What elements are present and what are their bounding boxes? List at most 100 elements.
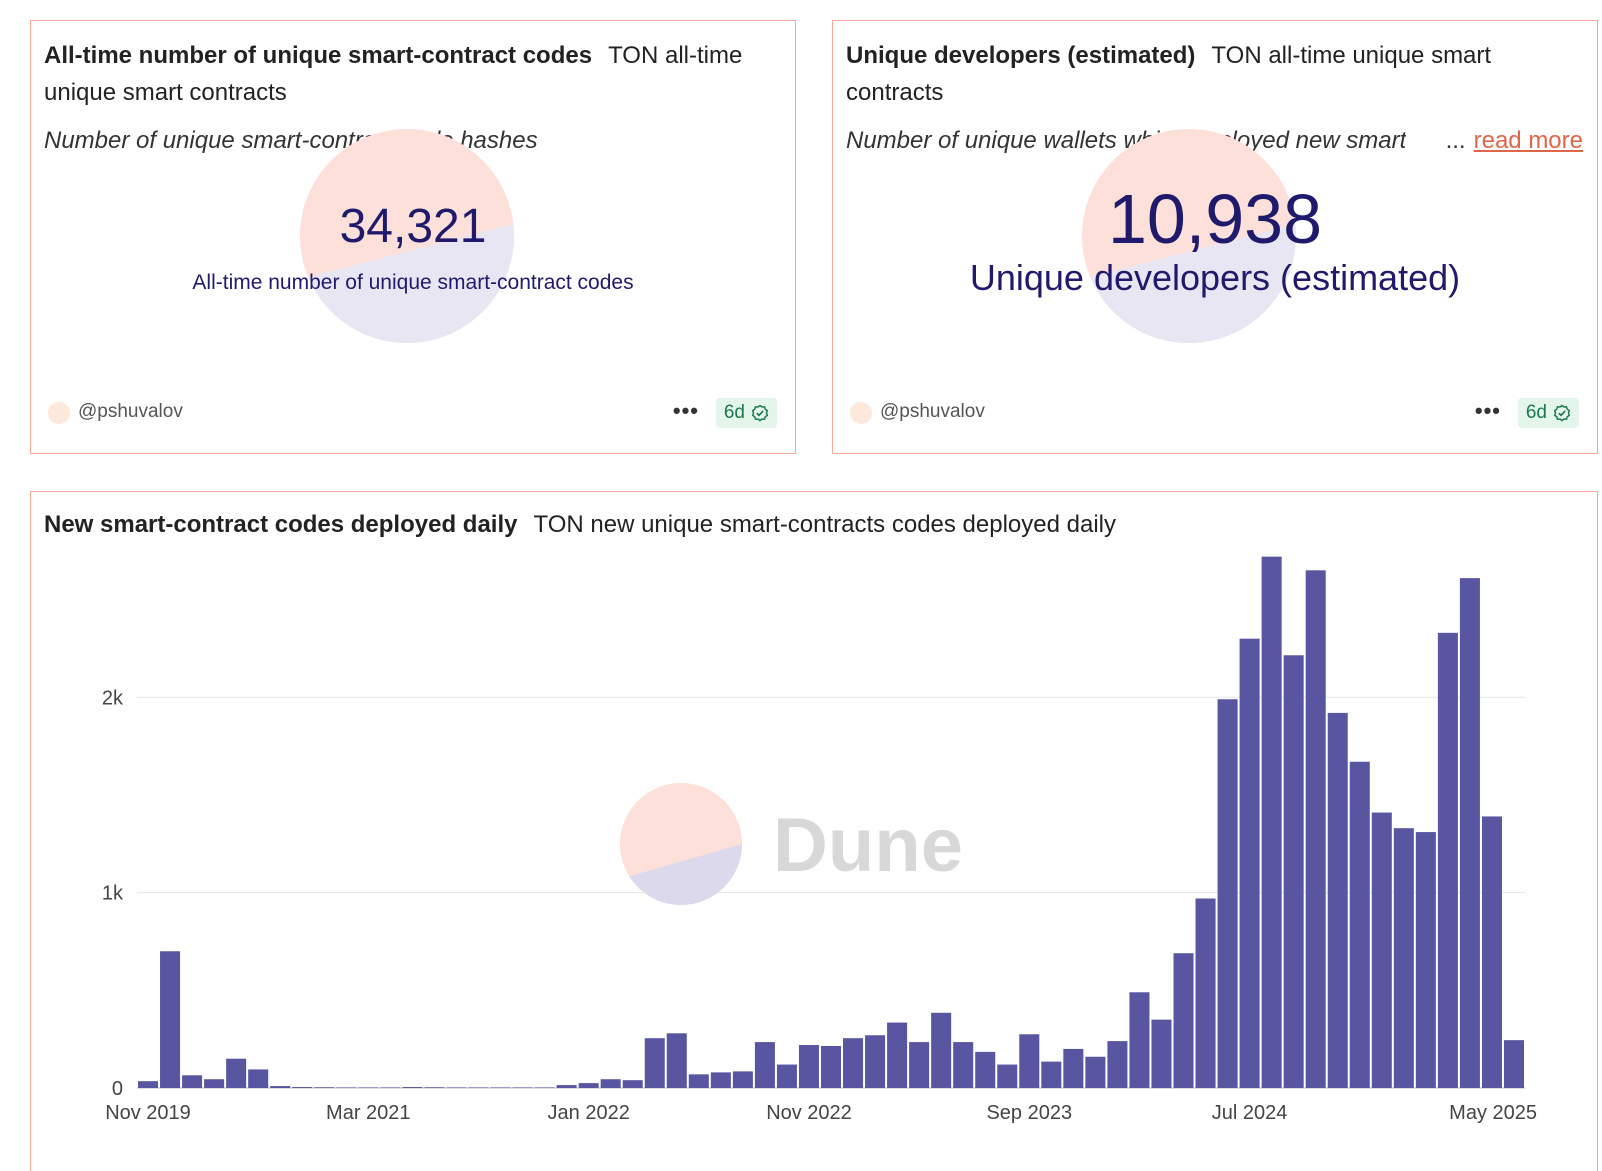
bar[interactable] bbox=[556, 1085, 577, 1088]
bar[interactable] bbox=[732, 1071, 753, 1088]
read-more-link[interactable]: ... read more bbox=[1441, 126, 1583, 156]
x-tick-label: Jan 2022 bbox=[548, 1102, 630, 1124]
avatar[interactable] bbox=[850, 402, 872, 424]
read-more-label[interactable]: read more bbox=[1473, 127, 1583, 154]
bar[interactable] bbox=[446, 1087, 467, 1088]
bar[interactable] bbox=[1437, 632, 1458, 1088]
bar[interactable] bbox=[578, 1083, 599, 1088]
card-title[interactable]: Unique developers (estimated) bbox=[846, 42, 1196, 69]
more-options-icon[interactable]: ••• bbox=[672, 398, 699, 423]
bar[interactable] bbox=[1393, 828, 1414, 1088]
bar[interactable] bbox=[1503, 1040, 1524, 1088]
card-title[interactable]: New smart-contract codes deployed daily bbox=[44, 511, 518, 538]
chart-card-daily-codes: New smart-contract codes deployed daily T… bbox=[30, 491, 1598, 1171]
bar[interactable] bbox=[1261, 556, 1282, 1088]
bar[interactable] bbox=[270, 1086, 291, 1088]
bar[interactable] bbox=[865, 1035, 886, 1088]
bar[interactable] bbox=[1349, 761, 1370, 1088]
age-text: 6d bbox=[1525, 402, 1547, 423]
bar[interactable] bbox=[204, 1079, 225, 1088]
bar[interactable] bbox=[1041, 1061, 1062, 1088]
bar[interactable] bbox=[292, 1087, 313, 1088]
bar[interactable] bbox=[909, 1042, 930, 1088]
bar[interactable] bbox=[1283, 655, 1304, 1088]
bar[interactable] bbox=[644, 1038, 665, 1088]
bar[interactable] bbox=[975, 1051, 996, 1088]
bar[interactable] bbox=[1151, 1019, 1172, 1089]
bar[interactable] bbox=[1173, 953, 1194, 1088]
bar[interactable] bbox=[1063, 1048, 1084, 1088]
x-tick-label: Nov 2019 bbox=[105, 1102, 191, 1124]
bar[interactable] bbox=[887, 1022, 908, 1088]
card-header: New smart-contract codes deployed daily T… bbox=[44, 506, 1583, 543]
bar[interactable] bbox=[666, 1033, 687, 1088]
bar[interactable] bbox=[1415, 832, 1436, 1088]
bar[interactable] bbox=[512, 1087, 533, 1088]
owner-link[interactable]: @pshuvalov bbox=[78, 401, 183, 422]
bar[interactable] bbox=[710, 1072, 731, 1088]
bar[interactable] bbox=[754, 1042, 775, 1088]
bar[interactable] bbox=[182, 1075, 203, 1088]
card-footer: @pshuvalov ••• 6d bbox=[850, 398, 1579, 430]
freshness-badge[interactable]: 6d bbox=[1517, 398, 1579, 428]
bar[interactable] bbox=[534, 1087, 555, 1088]
bar[interactable] bbox=[843, 1038, 864, 1088]
bar[interactable] bbox=[1481, 816, 1502, 1088]
verified-check-icon bbox=[751, 404, 769, 422]
dune-logo-icon bbox=[300, 129, 514, 343]
bar[interactable] bbox=[1085, 1056, 1106, 1088]
bar[interactable] bbox=[776, 1064, 797, 1088]
bar[interactable] bbox=[380, 1087, 401, 1088]
bar[interactable] bbox=[688, 1074, 709, 1088]
card-title[interactable]: All-time number of unique smart-contract… bbox=[44, 42, 593, 69]
age-text: 6d bbox=[723, 402, 745, 423]
more-options-icon[interactable]: ••• bbox=[1474, 398, 1501, 423]
owner-link[interactable]: @pshuvalov bbox=[880, 401, 985, 422]
counter-label: Unique developers (estimated) bbox=[969, 257, 1461, 298]
bar[interactable] bbox=[931, 1012, 952, 1088]
bar[interactable] bbox=[402, 1087, 423, 1088]
bar[interactable] bbox=[248, 1069, 269, 1088]
bar[interactable] bbox=[336, 1087, 357, 1088]
counter-card-unique-developers: Unique developers (estimated) TON all-tim… bbox=[832, 20, 1598, 454]
x-tick-label: Mar 2021 bbox=[326, 1102, 411, 1124]
bar[interactable] bbox=[1129, 992, 1150, 1088]
bar[interactable] bbox=[798, 1045, 819, 1088]
verified-check-icon bbox=[1553, 404, 1571, 422]
bar[interactable] bbox=[1305, 570, 1326, 1088]
card-footer: @pshuvalov ••• 6d bbox=[48, 398, 777, 430]
bar[interactable] bbox=[468, 1087, 489, 1088]
bar[interactable] bbox=[314, 1087, 335, 1088]
freshness-badge[interactable]: 6d bbox=[715, 398, 777, 428]
bar[interactable] bbox=[138, 1081, 159, 1088]
dune-watermark: Dune bbox=[620, 783, 963, 905]
counter-card-unique-codes: All-time number of unique smart-contract… bbox=[30, 20, 796, 454]
dune-logo-icon bbox=[1082, 129, 1296, 343]
bar[interactable] bbox=[622, 1080, 643, 1088]
x-tick-label: Nov 2022 bbox=[766, 1102, 852, 1124]
bar[interactable] bbox=[1327, 712, 1348, 1088]
counter-label: All-time number of unique smart-contract… bbox=[192, 271, 634, 294]
card-subtitle: TON all-time unique smart contracts bbox=[44, 42, 743, 106]
bar[interactable] bbox=[1371, 812, 1392, 1088]
bar[interactable] bbox=[160, 951, 181, 1088]
bar[interactable] bbox=[1239, 638, 1260, 1088]
bar[interactable] bbox=[226, 1058, 247, 1088]
bar[interactable] bbox=[1459, 578, 1480, 1088]
bar[interactable] bbox=[358, 1087, 379, 1088]
bar[interactable] bbox=[1019, 1034, 1040, 1088]
bar[interactable] bbox=[1107, 1041, 1128, 1088]
bar[interactable] bbox=[490, 1087, 511, 1088]
avatar[interactable] bbox=[48, 402, 70, 424]
y-tick-label: 1k bbox=[102, 883, 124, 905]
card-header: All-time number of unique smart-contract… bbox=[44, 37, 781, 111]
bar[interactable] bbox=[424, 1087, 445, 1088]
dune-watermark-text: Dune bbox=[773, 803, 963, 888]
bar[interactable] bbox=[600, 1079, 621, 1088]
bar[interactable] bbox=[820, 1046, 842, 1088]
bar[interactable] bbox=[1217, 699, 1238, 1088]
bar[interactable] bbox=[1195, 898, 1216, 1089]
bar[interactable] bbox=[953, 1042, 974, 1088]
bar[interactable] bbox=[997, 1064, 1018, 1088]
dune-watermark-logo-icon bbox=[620, 783, 742, 905]
